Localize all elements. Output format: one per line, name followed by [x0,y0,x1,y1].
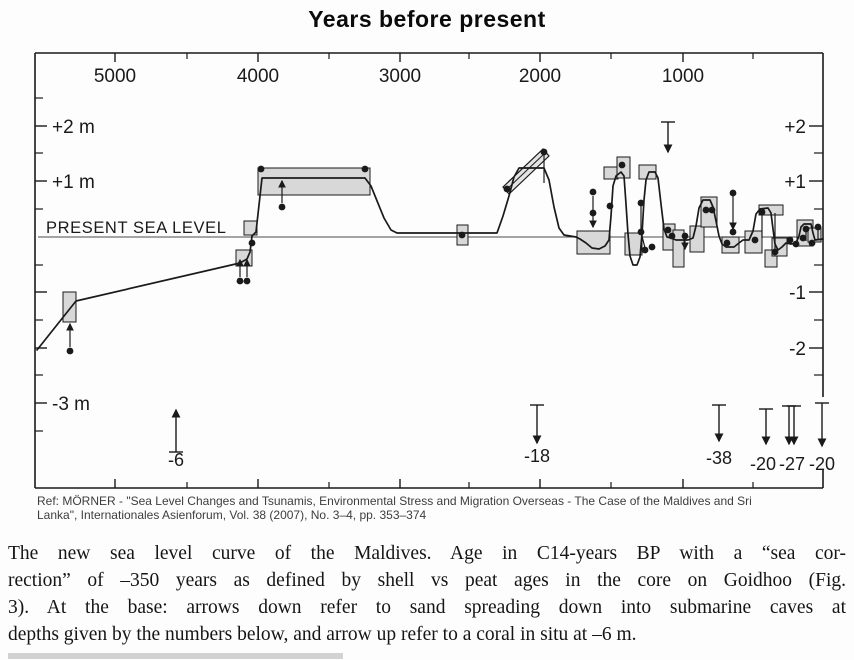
data-dot [606,202,614,210]
data-dot [729,189,737,197]
top-axis-tick-label: 5000 [94,66,136,87]
data-dot [708,206,716,214]
right-axis-label: -2 [789,339,806,360]
data-dot [751,236,759,244]
left-axis-label: +2 m [52,117,95,138]
left-axis-label: -3 m [52,394,90,415]
top-axis-tick-label: 1000 [662,66,704,87]
top-axis-tick-label: 3000 [379,66,421,87]
left-axis-label: +1 m [52,172,95,193]
caption-line: The new sea level curve of the Maldives.… [8,543,846,564]
data-box [638,164,657,180]
depth-label: -6 [168,450,184,470]
caption-line: rection” of –350 years as defined by she… [8,570,846,591]
data-dot [664,226,672,234]
data-dot [723,239,731,247]
data-dot [814,223,822,231]
data-dot [458,231,466,239]
data-dot [668,232,676,240]
data-dot [637,228,645,236]
data-dot [729,228,737,236]
data-dot [243,277,251,285]
data-box [576,230,611,255]
data-box [700,196,718,228]
data-dot [66,347,74,355]
chart-data-layer: -6 -18 -38 -20 -27 -20 [36,121,835,474]
present-sea-level-label: PRESENT SEA LEVEL [46,219,226,237]
data-dot [248,239,256,247]
caption-line: 3). At the base: arrows down refer to sa… [8,597,846,618]
top-axis-tick-label: 2000 [519,66,561,87]
depth-label: -27 [779,454,805,474]
data-dot [637,199,645,207]
sea-level-curve [36,167,824,351]
top-axis-tick-label: 4000 [237,66,279,87]
chart-title: Years before present [308,6,546,32]
depth-label: -18 [524,446,550,466]
data-dot [808,239,816,247]
data-dot [681,232,689,240]
data-dot [236,277,244,285]
data-dot [257,165,265,173]
right-axis-label: -1 [789,283,806,304]
right-axis-label: +1 [784,172,806,193]
data-box [62,291,77,323]
depth-label: -38 [706,448,732,468]
data-dot [641,246,649,254]
data-dot [540,148,548,156]
data-dot [589,188,597,196]
reference-line-1: Ref: MÖRNER - "Sea Level Changes and Tsu… [37,494,752,508]
data-dot [758,208,766,216]
reference-line-2: Lanka", Internationales Asienforum, Vol.… [37,508,427,522]
data-dot [771,248,779,256]
data-dot [802,225,810,233]
right-axis-label: +2 [784,117,806,138]
data-dot [278,203,286,211]
data-dot [361,165,369,173]
data-dot [618,161,626,169]
figure-caption: The new sea level curve of the Maldives.… [8,540,846,648]
sea-level-chart: PRESENT SEA LEVEL -6 -18 -38 -20 -27 -20 5000… [34,52,835,489]
data-dot [503,185,511,193]
data-dot [648,243,656,251]
chart-axes-layer: 5000 4000 3000 2000 1000 +2 m +1 m -3 m +2 +1 -1 -2 [34,52,824,489]
data-dot [702,206,710,214]
data-dot [786,236,794,244]
depth-label: -20 [809,454,835,474]
data-dot [799,234,807,242]
caption-line: depths given by the numbers below, and a… [8,624,637,645]
depth-label: -20 [750,454,776,474]
reference-text: Ref: MÖRNER - "Sea Level Changes and Tsu… [37,494,832,522]
bottom-strip [8,653,343,659]
data-box [257,167,371,196]
data-dot [589,209,597,217]
data-dot [792,240,800,248]
